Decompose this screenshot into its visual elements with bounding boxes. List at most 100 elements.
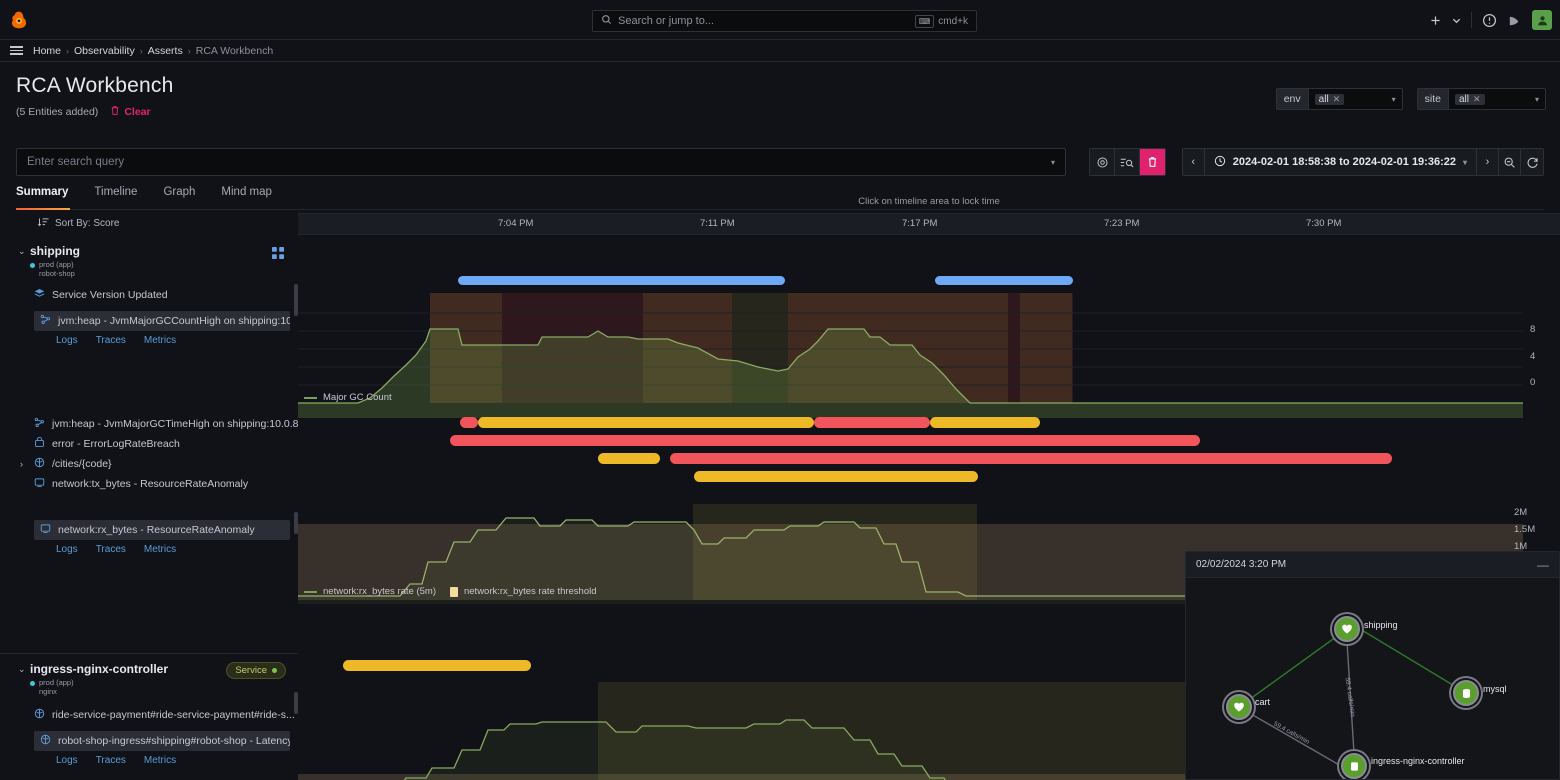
service-graph-canvas[interactable]: shipping mysql cart ingress-nginx-contro… (1186, 578, 1559, 779)
clear-button[interactable]: Clear (110, 105, 151, 119)
variable-site-tag[interactable]: all ✕ (1455, 93, 1485, 105)
entity-row-label: network:tx_bytes - ResourceRateAnomaly (52, 477, 249, 490)
link-traces[interactable]: Traces (95, 543, 126, 555)
variable-site-select[interactable]: all ✕ ▾ (1448, 88, 1546, 110)
panel-scroll-handle[interactable] (294, 284, 298, 316)
breadcrumb-item-home[interactable]: Home (33, 44, 62, 57)
entity-row-error-logratebreach[interactable]: error - ErrorLogRateBreach (0, 434, 298, 454)
event-bar-warning[interactable] (694, 471, 978, 482)
hamburger-menu-icon[interactable] (8, 44, 25, 57)
chevron-down-icon[interactable]: ⌄ (18, 246, 26, 256)
add-new-button[interactable] (1429, 14, 1442, 27)
refresh-button[interactable] (1521, 149, 1543, 175)
link-logs[interactable]: Logs (56, 543, 78, 555)
event-bar-critical[interactable] (814, 417, 930, 428)
event-bar-critical[interactable] (670, 453, 1392, 464)
entity-row-ride-service-payment[interactable]: ride-service-payment#ride-service-paymen… (0, 705, 298, 725)
variable-env-tag[interactable]: all ✕ (1314, 93, 1345, 105)
link-logs[interactable]: Logs (56, 754, 78, 766)
time-range-next-button[interactable]: › (1477, 149, 1499, 175)
grafana-logo-icon[interactable] (8, 9, 30, 31)
graph-node-mysql[interactable] (1453, 680, 1479, 706)
event-bar-deploy[interactable] (935, 276, 1073, 285)
variable-env-select[interactable]: all ✕ ▾ (1307, 88, 1403, 110)
minimize-icon[interactable]: — (1537, 557, 1549, 572)
event-bar-warning[interactable] (343, 660, 531, 671)
panel-scroll-handle[interactable] (294, 512, 298, 534)
search-query-input[interactable]: Enter search query ▾ (16, 148, 1066, 176)
time-axis[interactable]: 7:04 PM 7:11 PM 7:17 PM 7:23 PM 7:30 PM (298, 213, 1560, 235)
entity-env-line2: nginx (39, 687, 57, 697)
status-badge-label: Service (235, 664, 267, 676)
event-bar-critical[interactable] (460, 417, 478, 428)
query-tool-buttons (1089, 148, 1166, 176)
time-range-prev-button[interactable]: ‹ (1182, 149, 1205, 175)
entity-row-jvm-majorgctimehigh[interactable]: jvm:heap - JvmMajorGCTimeHigh on shippin… (0, 414, 298, 434)
entity-row-network-rx-bytes[interactable]: network:rx_bytes - ResourceRateAnomaly (34, 519, 290, 540)
sort-by-control[interactable]: Sort By: Score (16, 214, 298, 232)
entity-list-panel[interactable]: ⌄ shipping prod (app) robot-shop (0, 236, 298, 780)
entity-row-network-tx-bytes[interactable]: network:tx_bytes - ResourceRateAnomaly (0, 474, 298, 494)
major-gc-count-chart (298, 312, 1523, 418)
legend-item[interactable]: Major GC Count (304, 392, 392, 403)
news-icon[interactable] (1507, 13, 1522, 28)
entity-row-label: robot-shop-ingress#shipping#robot-shop -… (58, 734, 290, 747)
link-logs[interactable]: Logs (56, 334, 78, 346)
y-axis-tick: 4 (1530, 351, 1536, 362)
panel-scroll-handle[interactable] (294, 692, 298, 714)
link-traces[interactable]: Traces (95, 754, 126, 766)
status-dot-icon (30, 263, 35, 268)
entity-group-shipping: ⌄ shipping prod (app) robot-shop (0, 236, 298, 559)
entity-row-jvm-majorgccounthigh[interactable]: jvm:heap - JvmMajorGCCountHigh on shippi… (34, 310, 290, 331)
legend-item[interactable]: network:rx_bytes rate (5m) (304, 586, 436, 597)
tab-timeline[interactable]: Timeline (94, 186, 138, 198)
chevron-down-icon[interactable] (1452, 16, 1461, 25)
time-range-button[interactable]: 2024-02-01 18:58:38 to 2024-02-01 19:36:… (1204, 149, 1477, 175)
link-metrics[interactable]: Metrics (143, 334, 177, 346)
close-icon[interactable]: ✕ (1473, 93, 1481, 104)
graph-node-ingress-nginx-controller[interactable] (1341, 753, 1367, 779)
global-search-input[interactable]: Search or jump to... ⌨ cmd+k (592, 10, 977, 32)
entity-group-header[interactable]: ⌄ shipping prod (app) robot-shop (0, 236, 298, 281)
legend-item[interactable]: network:rx_bytes rate threshold (449, 586, 597, 597)
help-circle-icon[interactable] (1482, 13, 1497, 28)
grid-view-icon[interactable] (272, 246, 284, 264)
link-metrics[interactable]: Metrics (143, 754, 177, 766)
settings-icon[interactable] (1090, 149, 1115, 175)
entity-row-service-version-updated[interactable]: Service Version Updated (0, 285, 298, 305)
chevron-down-icon[interactable]: ▾ (1050, 157, 1055, 167)
breadcrumb-item-asserts[interactable]: Asserts (147, 44, 183, 57)
link-traces[interactable]: Traces (95, 334, 126, 346)
event-bar-warning[interactable] (478, 417, 814, 428)
time-tick: 7:11 PM (700, 218, 735, 229)
service-graph-panel[interactable]: 02/02/2024 3:20 PM — shipping mysql cart (1185, 551, 1560, 780)
event-bar-warning[interactable] (930, 417, 1040, 428)
event-bar-critical[interactable] (450, 435, 1200, 446)
delete-query-button[interactable] (1140, 149, 1165, 175)
breadcrumb: Home › Observability › Asserts › RCA Wor… (33, 45, 273, 57)
graph-node-shipping[interactable] (1334, 616, 1360, 642)
y-axis-tick: 1M (1514, 541, 1528, 552)
chevron-right-icon[interactable]: › (20, 458, 23, 469)
tab-summary[interactable]: Summary (16, 186, 82, 210)
tab-graph[interactable]: Graph (163, 186, 196, 198)
entity-row-cities-code[interactable]: › /cities/{code} (0, 454, 298, 474)
query-inspect-icon[interactable] (1115, 149, 1140, 175)
event-bar-warning[interactable] (598, 453, 660, 464)
close-icon[interactable]: ✕ (1332, 93, 1341, 104)
event-bar-deploy[interactable] (458, 276, 785, 285)
breadcrumb-item-observability[interactable]: Observability (74, 44, 135, 57)
search-query-placeholder: Enter search query (27, 156, 125, 168)
graph-node-cart[interactable] (1226, 694, 1252, 720)
entity-row-robot-shop-ingress[interactable]: robot-shop-ingress#shipping#robot-shop -… (34, 730, 290, 751)
zoom-out-button[interactable] (1499, 149, 1521, 175)
tab-mind-map[interactable]: Mind map (221, 186, 272, 198)
user-avatar[interactable] (1532, 10, 1552, 30)
entity-group-header[interactable]: ⌄ ingress-nginx-controller prod (app) ng… (0, 654, 298, 699)
threshold-band (298, 774, 1523, 780)
chevron-down-icon[interactable]: ⌄ (18, 663, 26, 674)
link-metrics[interactable]: Metrics (143, 543, 177, 555)
network-icon (34, 477, 45, 491)
status-badge: Service (226, 661, 286, 679)
entity-row-label: Service Version Updated (52, 288, 168, 301)
